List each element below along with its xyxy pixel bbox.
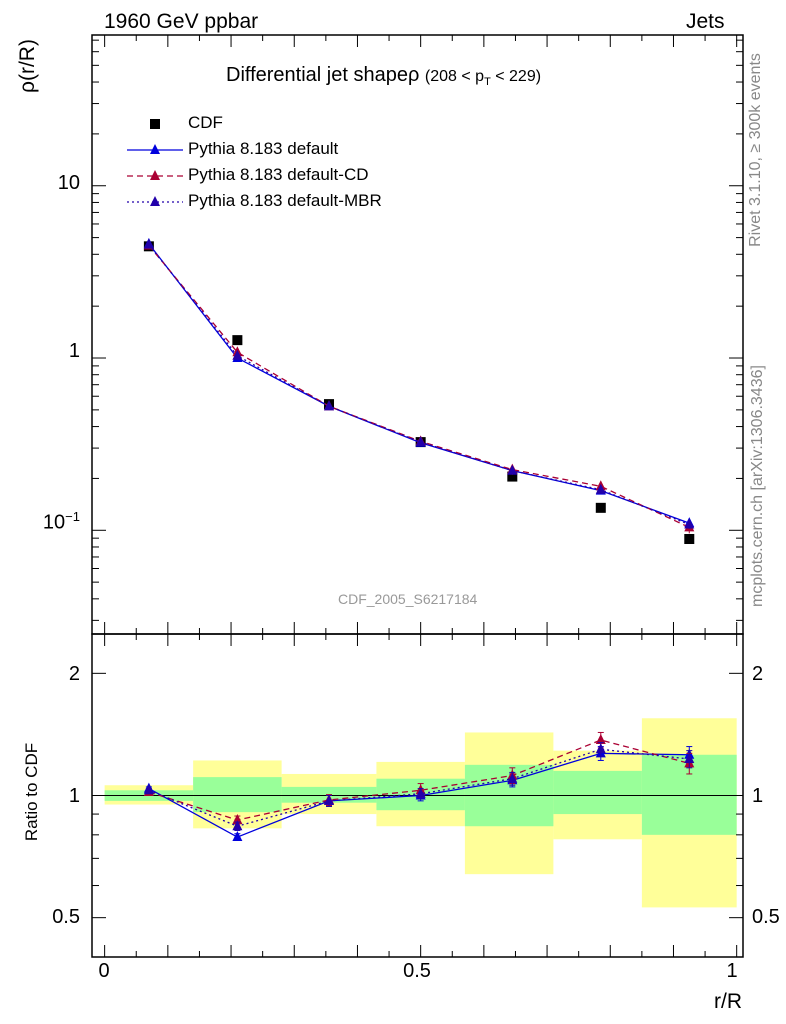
ytick-label-1: 1 [68, 340, 80, 362]
ratio-point-2-0 [143, 784, 154, 795]
legend-label-default: Pythia 8.183 default [188, 139, 339, 158]
ratio-point-2-6 [684, 753, 695, 764]
main-point-3-4 [507, 464, 518, 475]
main-series-line-2 [148, 245, 690, 528]
main-point-3-6 [684, 518, 695, 529]
main-point-cdf-1 [232, 335, 243, 346]
header-process: Jets [686, 10, 725, 33]
ratio-point-2-1 [232, 820, 243, 831]
ratio-stat-band-1 [193, 777, 282, 813]
main-point-3-1 [232, 349, 243, 360]
main-ylabel: ρ(r/R) [16, 39, 39, 93]
subtitle-suffix: < 229) [490, 68, 542, 85]
legend-label-cd: Pythia 8.183 default-CD [188, 165, 369, 184]
ratio-point-1-5 [595, 734, 606, 745]
main-series-line-1 [148, 243, 690, 524]
main-title: Differential jet shapeρ (208 < pT < 229) [226, 64, 541, 88]
main-series-line-3 [148, 244, 690, 526]
xlabel: r/R [714, 990, 742, 1013]
main-point-3-2 [324, 400, 335, 411]
subtitle-sub: T [484, 76, 491, 89]
ytick-label-0p1: 10−1 [43, 509, 80, 535]
xtick-label-0p5: 0.5 [403, 960, 431, 982]
main-point-3-0 [143, 238, 154, 249]
ratio-ytick-label-2: 2 [68, 663, 80, 685]
subtitle-prefix: (208 < p [424, 68, 485, 85]
ytick-label-0p1-base: 10 [42, 511, 66, 534]
ratio-point-1-1 [232, 814, 243, 825]
ytick-label-0p1-exp: −1 [65, 509, 80, 524]
legend-marker-cdf [150, 119, 160, 129]
ratio-stat-band-5 [553, 770, 642, 815]
legend-marker-2 [150, 170, 160, 180]
main-point-cdf-5 [595, 502, 606, 513]
title-text: Differential jet shapeρ [226, 64, 420, 86]
ratio-point-2-2 [324, 794, 335, 805]
ratio-ytick-label-0p5: 0.5 [52, 906, 80, 928]
legend-marker-3 [150, 196, 160, 206]
legend-label-mbr: Pythia 8.183 default-MBR [188, 191, 382, 210]
title-subtitle: (208 < pT < 229) [424, 68, 542, 89]
ratio-ytick-label-1: 1 [68, 785, 80, 807]
watermark: CDF_2005_S6217184 [338, 591, 478, 607]
main-point-cdf-4 [507, 471, 518, 482]
ratio-point-2-5 [595, 743, 606, 754]
main-point-3-3 [415, 436, 426, 447]
ratio-point-2-4 [507, 772, 518, 783]
legend-label-cdf: CDF [188, 113, 223, 132]
ratio-ytick-right-2: 2 [752, 663, 764, 685]
rivet-label: Rivet 3.1.10, ≥ 300k events [747, 53, 764, 247]
ratio-ytick-right-0p5: 0.5 [752, 906, 780, 928]
xtick-label-1: 1 [726, 960, 738, 982]
ratio-ytick-right-1: 1 [752, 785, 764, 807]
mcplots-label: mcplots.cern.ch [arXiv:1306.3436] [749, 365, 766, 607]
legend-marker-1 [150, 144, 160, 154]
header-energy: 1960 GeV ppbar [104, 10, 259, 33]
ratio-ylabel: Ratio to CDF [22, 742, 41, 842]
ytick-label-10: 10 [57, 172, 80, 194]
ratio-point-2-3 [415, 787, 426, 798]
main-point-cdf-6 [684, 534, 695, 545]
xtick-label-0: 0 [98, 960, 110, 982]
ratio-point-0-1 [232, 831, 243, 842]
main-point-3-5 [595, 483, 606, 494]
